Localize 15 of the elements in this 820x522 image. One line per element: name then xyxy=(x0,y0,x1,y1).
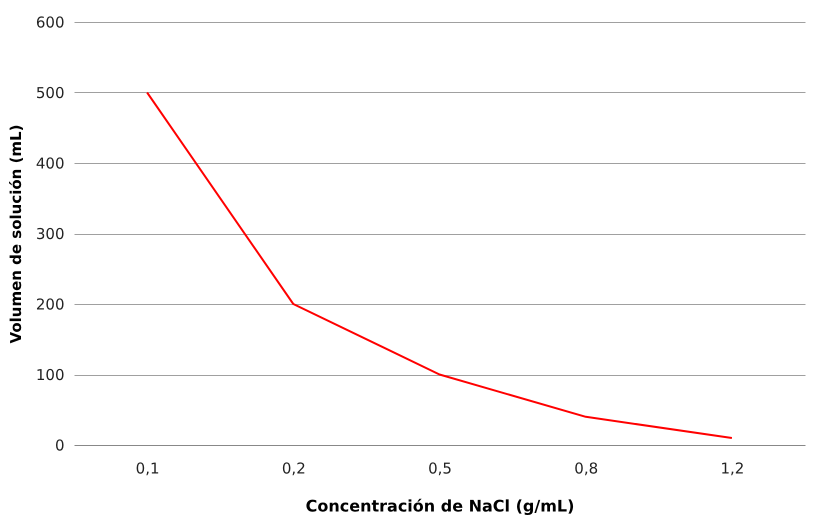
y-tick-label: 400 xyxy=(36,154,64,172)
line-series xyxy=(146,92,733,439)
x-tick-label: 0,8 xyxy=(574,460,598,478)
x-tick-label: 0,1 xyxy=(136,460,160,478)
y-tick-label: 500 xyxy=(36,84,64,102)
y-tick-label: 600 xyxy=(36,14,64,32)
y-tick-label: 0 xyxy=(54,436,64,454)
y-tick-label: 200 xyxy=(36,296,64,314)
x-axis-title: Concentración de NaCl (g/mL) xyxy=(306,496,574,516)
x-tick-label: 0,2 xyxy=(282,460,306,478)
y-axis-title: Volumen de solución (mL) xyxy=(6,124,25,344)
y-tick-label: 300 xyxy=(36,225,64,243)
x-tick-label: 0,5 xyxy=(428,460,452,478)
x-tick-label: 1,2 xyxy=(720,460,744,478)
y-tick-label: 100 xyxy=(36,366,64,384)
